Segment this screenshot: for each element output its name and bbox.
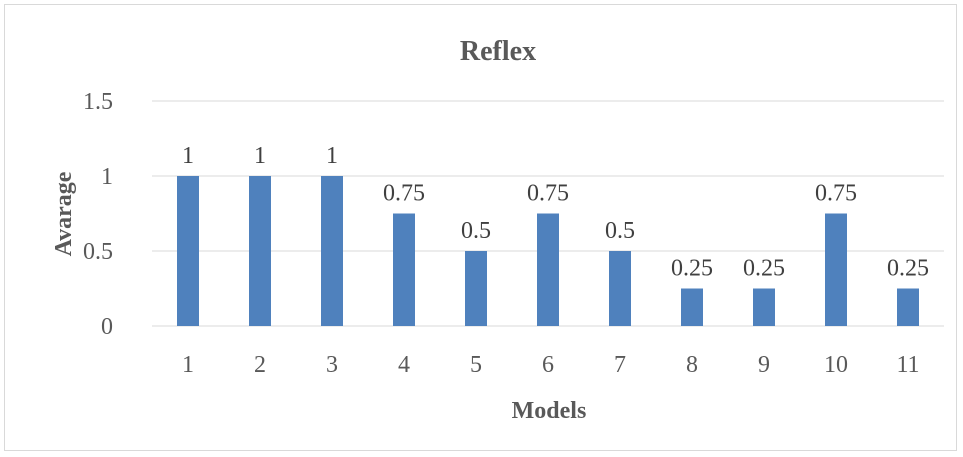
y-tick-label: 0 (101, 314, 113, 340)
data-label: 0.75 (815, 181, 857, 207)
chart-title: Reflex (460, 36, 536, 67)
chart-frame (4, 4, 957, 451)
y-tick-label: 0.5 (83, 239, 113, 265)
data-label: 0.5 (461, 218, 491, 244)
bars (177, 176, 919, 326)
bar (321, 176, 343, 326)
bar (177, 176, 199, 326)
x-tick-label: 3 (326, 352, 338, 378)
y-tick-label: 1 (101, 164, 113, 190)
x-tick-label: 2 (254, 352, 266, 378)
data-label: 1 (182, 143, 194, 169)
bar (681, 288, 703, 326)
y-axis-title: Avarage (51, 171, 77, 256)
x-tick-label: 10 (824, 352, 848, 378)
data-label: 1 (326, 143, 338, 169)
x-tick-label: 6 (542, 352, 554, 378)
bar (897, 288, 919, 326)
x-axis-ticks: 1 2 3 4 5 6 7 8 9 10 11 (182, 352, 920, 378)
data-label: 0.5 (605, 218, 635, 244)
bar (249, 176, 271, 326)
x-tick-label: 5 (470, 352, 482, 378)
data-label: 0.75 (527, 181, 569, 207)
bar (825, 213, 847, 326)
data-labels: 1 1 1 0.75 0.5 0.75 0.5 0.25 0.25 0.75 0.25 (182, 143, 929, 282)
data-label: 1 (254, 143, 266, 169)
x-tick-label: 11 (896, 352, 919, 378)
bar (465, 251, 487, 326)
x-tick-label: 4 (398, 352, 410, 378)
data-label: 0.75 (383, 181, 425, 207)
x-tick-label: 1 (182, 352, 194, 378)
bar (393, 213, 415, 326)
data-label: 0.25 (671, 256, 713, 282)
y-axis-ticks: 0 0.5 1 1.5 (83, 89, 113, 340)
data-label: 0.25 (887, 256, 929, 282)
x-tick-label: 8 (686, 352, 698, 378)
data-label: 0.25 (743, 256, 785, 282)
x-axis-title: Models (512, 398, 587, 424)
x-tick-label: 7 (614, 352, 626, 378)
x-tick-label: 9 (758, 352, 770, 378)
bar (753, 288, 775, 326)
bar (609, 251, 631, 326)
y-tick-label: 1.5 (83, 89, 113, 115)
bar (537, 213, 559, 326)
